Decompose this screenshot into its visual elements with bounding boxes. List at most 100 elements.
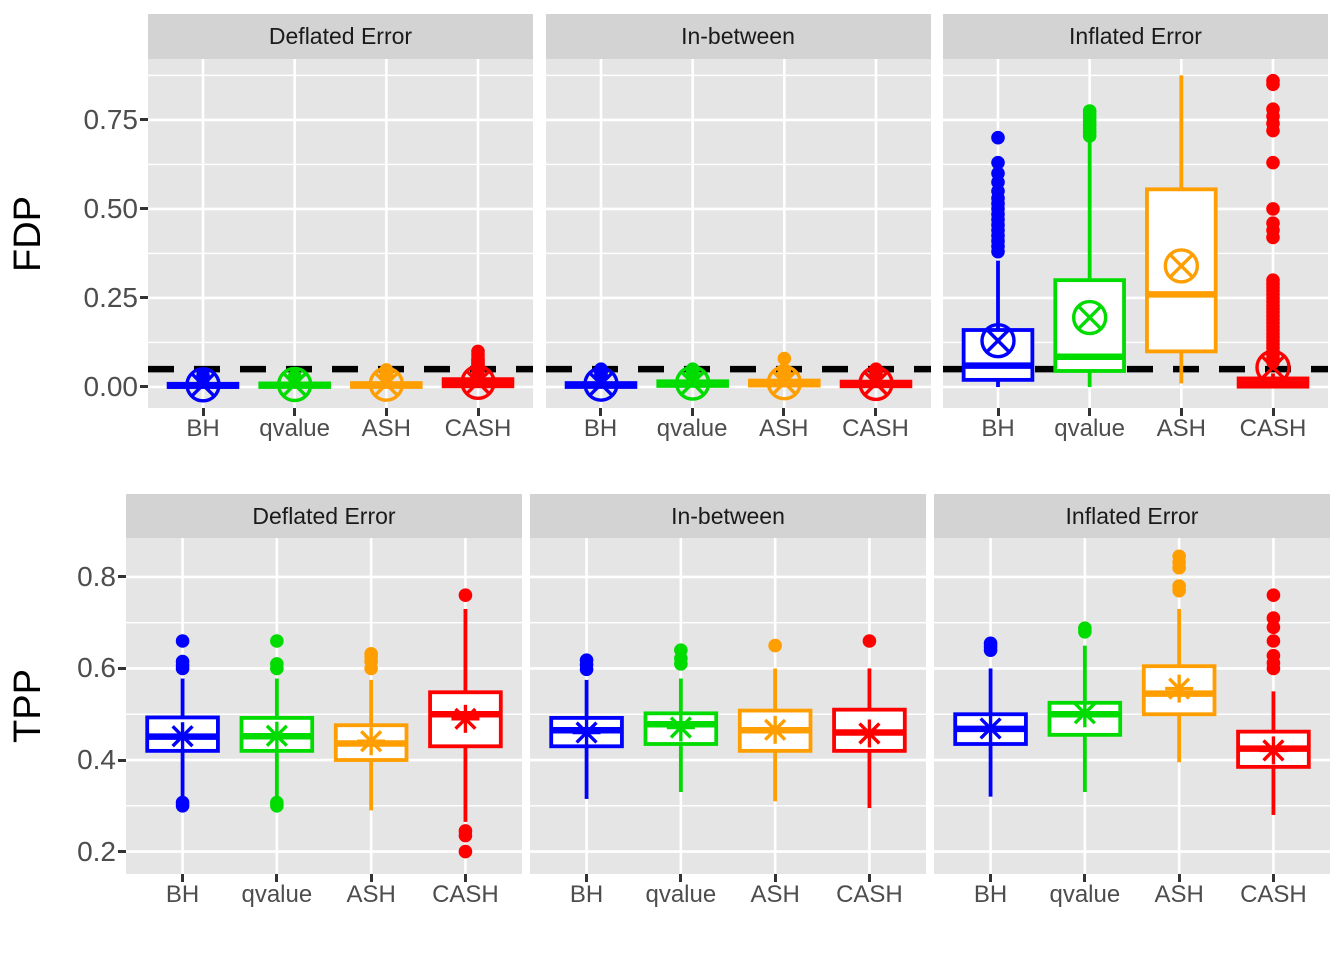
- x-tick-mark: [1088, 408, 1092, 416]
- y-tick-mark: [140, 296, 148, 300]
- boxplot-BH: [961, 130, 1035, 387]
- boxplot-ASH: [747, 351, 821, 401]
- x-tick-label-CASH: CASH: [1240, 881, 1307, 908]
- outlier-point: [1266, 216, 1280, 230]
- mean-marker: [1255, 349, 1291, 386]
- x-tick-mark: [476, 408, 480, 416]
- y-tick-label: 0.75: [83, 103, 139, 135]
- mean-marker: [262, 721, 291, 750]
- outlier-point: [1266, 648, 1281, 663]
- mean-marker: [1071, 299, 1108, 336]
- facet-strip-in-between-fdp: In-between: [545, 14, 931, 59]
- outlier-point: [196, 368, 210, 383]
- y-tick-label: 0.8: [77, 560, 116, 592]
- boxplot-ASH: [1141, 549, 1217, 763]
- boxplot-CASH: [832, 634, 907, 809]
- outlier-point: [1266, 588, 1281, 603]
- mean-marker: [855, 719, 884, 748]
- panel-fdp-inflated-error: [943, 59, 1328, 408]
- outlier-point: [364, 647, 378, 661]
- outlier-point: [1266, 102, 1280, 117]
- x-tick-mark: [1271, 408, 1275, 416]
- y-tick-label: 0.00: [83, 370, 139, 402]
- x-tick-label-ASH: ASH: [346, 881, 396, 908]
- outlier-point: [991, 130, 1005, 145]
- mean-marker: [766, 365, 802, 401]
- y-tick-mark: [140, 385, 148, 389]
- x-tick-label-BH: BH: [981, 415, 1015, 442]
- outlier-point: [471, 344, 485, 359]
- y-tick-label: 0.50: [83, 192, 139, 224]
- x-tick-mark: [867, 874, 871, 882]
- mean-marker: [761, 715, 790, 744]
- outlier-point: [175, 634, 190, 648]
- x-tick-mark: [463, 874, 467, 882]
- x-tick-label-qvalue: qvalue: [656, 415, 728, 442]
- boxplot-BH: [953, 636, 1028, 797]
- facet-strip-in-between-tpp: In-between: [530, 494, 926, 538]
- facet-strip-label: Deflated Error: [252, 502, 396, 529]
- facet-strip-label: In-between: [681, 23, 795, 49]
- x-tick-label-BH: BH: [165, 881, 200, 908]
- x-tick-label-BH: BH: [569, 881, 604, 908]
- outlier-point: [458, 588, 473, 603]
- box: [1145, 187, 1218, 354]
- outlier-point: [1266, 634, 1281, 648]
- x-tick-label-ASH: ASH: [1154, 881, 1204, 908]
- boxplot-CASH: [839, 362, 912, 402]
- x-tick-mark: [369, 874, 373, 882]
- mean-marker: [168, 722, 197, 751]
- facet-strip-inflated-error-tpp: Inflated Error: [934, 494, 1330, 538]
- outlier-point: [1266, 202, 1280, 216]
- y-tick-label: 0.2: [77, 835, 116, 867]
- boxplot-qvalue: [643, 643, 719, 793]
- facet-strip-label: In-between: [671, 502, 785, 529]
- x-tick-label-BH: BH: [583, 415, 618, 442]
- mean-marker: [451, 704, 480, 733]
- y-tick-label: 0.25: [83, 281, 139, 313]
- outlier-point: [1172, 549, 1186, 564]
- x-tick-mark: [1179, 408, 1183, 416]
- facet-strip-deflated-error-fdp: Deflated Error: [148, 14, 533, 59]
- y-tick-mark: [140, 207, 148, 211]
- mean-marker: [460, 364, 496, 401]
- x-tick-mark: [599, 408, 602, 416]
- x-tick-label-BH: BH: [186, 415, 220, 442]
- boxplot-qvalue: [1047, 621, 1123, 793]
- panel-tpp-in-between: [530, 538, 926, 874]
- facet-strip-label: Inflated Error: [1069, 23, 1202, 49]
- panel-fdp-in-between: [545, 59, 931, 408]
- mean-marker: [980, 322, 1016, 359]
- box: [961, 328, 1035, 382]
- boxplot-CASH: [428, 588, 503, 859]
- boxplot-ASH: [333, 647, 409, 811]
- x-tick-label-qvalue: qvalue: [1049, 881, 1121, 908]
- boxplot-qvalue: [239, 634, 315, 813]
- panel-tpp-inflated-error: [934, 538, 1330, 874]
- mean-marker: [674, 365, 710, 401]
- y-tick-mark: [140, 118, 148, 122]
- facet-strip-label: Inflated Error: [1065, 502, 1199, 529]
- boxplot-ASH: [350, 363, 423, 402]
- outlier-point: [862, 634, 877, 648]
- y-tick-mark: [118, 850, 126, 854]
- x-tick-label-CASH: CASH: [836, 881, 903, 908]
- mean-marker: [976, 714, 1005, 743]
- x-tick-mark: [996, 408, 1000, 416]
- mean-marker: [1163, 248, 1200, 284]
- boxplot-BH: [145, 634, 220, 813]
- x-tick-label-ASH: ASH: [750, 881, 800, 908]
- outlier-point: [674, 643, 688, 657]
- outlier-point: [175, 654, 190, 669]
- boxplot-qvalue: [1053, 104, 1126, 387]
- x-tick-label-ASH: ASH: [361, 415, 411, 442]
- mean-marker: [582, 366, 619, 402]
- panel-tpp-deflated-error: [126, 538, 522, 874]
- boxplot-ASH: [1145, 75, 1218, 384]
- outlier-point: [458, 824, 473, 838]
- mean-marker: [1259, 736, 1288, 765]
- mean-marker: [857, 365, 894, 402]
- x-tick-mark: [1271, 874, 1275, 882]
- mean-marker: [276, 366, 313, 403]
